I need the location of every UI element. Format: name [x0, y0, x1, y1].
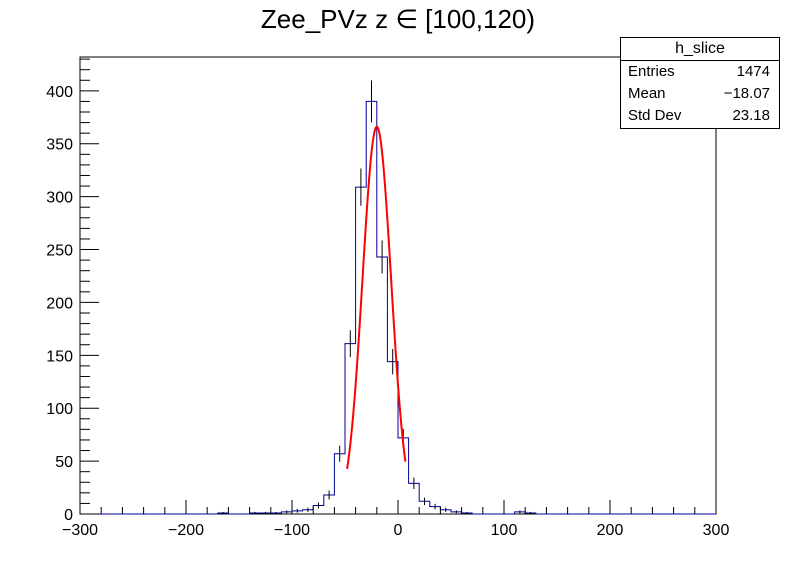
- y-tick-label: 350: [46, 137, 73, 154]
- x-tick-label: 300: [703, 522, 730, 539]
- stats-stddev-label: Std Dev: [628, 107, 682, 124]
- x-tick-label: 100: [491, 522, 518, 539]
- y-tick-label: 50: [55, 454, 73, 471]
- stats-mean-label: Mean: [628, 85, 666, 102]
- fit-curve: [346, 125, 407, 470]
- stats-box: h_slice Entries 1474 Mean −18.07 Std Dev…: [620, 37, 780, 129]
- x-tick-label: −300: [62, 522, 98, 539]
- stats-row-stddev: Std Dev 23.18: [621, 105, 779, 127]
- y-tick-label: 0: [64, 507, 73, 524]
- histogram-series: [80, 80, 716, 515]
- y-tick-label: 100: [46, 401, 73, 418]
- stats-stddev-value: 23.18: [732, 107, 770, 124]
- histogram-outline: [80, 100, 716, 515]
- stats-box-title: h_slice: [621, 38, 779, 61]
- y-tick-label: 200: [46, 295, 73, 312]
- stats-mean-value: −18.07: [723, 85, 770, 102]
- y-tick-label: 150: [46, 348, 73, 365]
- stats-entries-value: 1474: [736, 63, 770, 80]
- x-tick-label: −100: [274, 522, 310, 539]
- y-tick-label: 400: [46, 84, 73, 101]
- x-tick-label: 0: [394, 522, 403, 539]
- stats-entries-label: Entries: [628, 63, 675, 80]
- x-tick-label: 200: [597, 522, 624, 539]
- x-tick-label: −200: [168, 522, 204, 539]
- stats-row-mean: Mean −18.07: [621, 83, 779, 105]
- chart-title: Zee_PVz z ∈ [100,120): [260, 4, 536, 34]
- axes: −300 −200 −100 0 100 200 300 0 50 100 150 200 250 300…: [46, 58, 730, 539]
- y-tick-label: 300: [46, 190, 73, 207]
- gaussian-fit: [346, 125, 407, 470]
- stats-row-entries: Entries 1474: [621, 61, 779, 83]
- y-tick-label: 250: [46, 243, 73, 260]
